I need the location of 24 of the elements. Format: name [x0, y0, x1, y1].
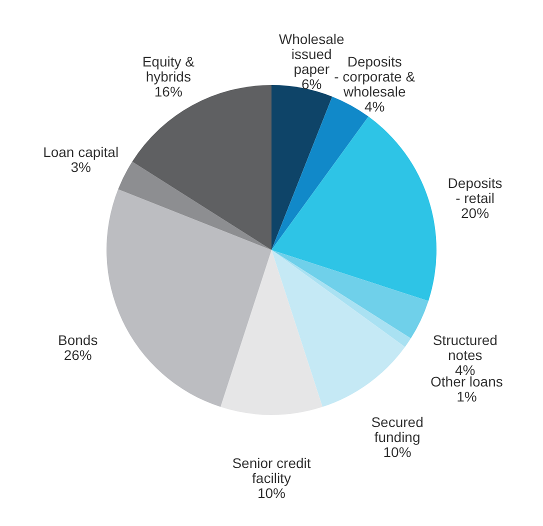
data-label: 20% — [461, 204, 490, 221]
slice-label: Equity & hybrids — [142, 53, 196, 84]
data-label: 26% — [64, 347, 92, 364]
slice-label: Deposits - retail — [448, 174, 502, 206]
pie-slice — [272, 250, 428, 338]
data-label: 6% — [301, 76, 322, 92]
slice-label: Bonds — [58, 332, 98, 348]
pie-slice — [272, 250, 405, 407]
pie-slice — [132, 85, 272, 250]
pie-slice — [106, 189, 272, 407]
pie-slice — [272, 116, 436, 301]
data-label: 4% — [364, 98, 385, 114]
slice-label: Secured funding — [371, 414, 424, 446]
pie-slice — [118, 162, 272, 250]
data-label: 3% — [70, 158, 91, 175]
data-label: 10% — [257, 485, 286, 501]
data-label: 16% — [154, 83, 182, 100]
slice-label: Senior credit facility — [232, 455, 311, 486]
pie-slice — [272, 250, 411, 347]
pie-slice — [220, 250, 322, 415]
slice-label: Structured notes — [432, 332, 498, 364]
data-label: 10% — [383, 444, 412, 460]
slice-label: Loan capital — [43, 144, 119, 160]
data-label: 1% — [456, 388, 477, 405]
